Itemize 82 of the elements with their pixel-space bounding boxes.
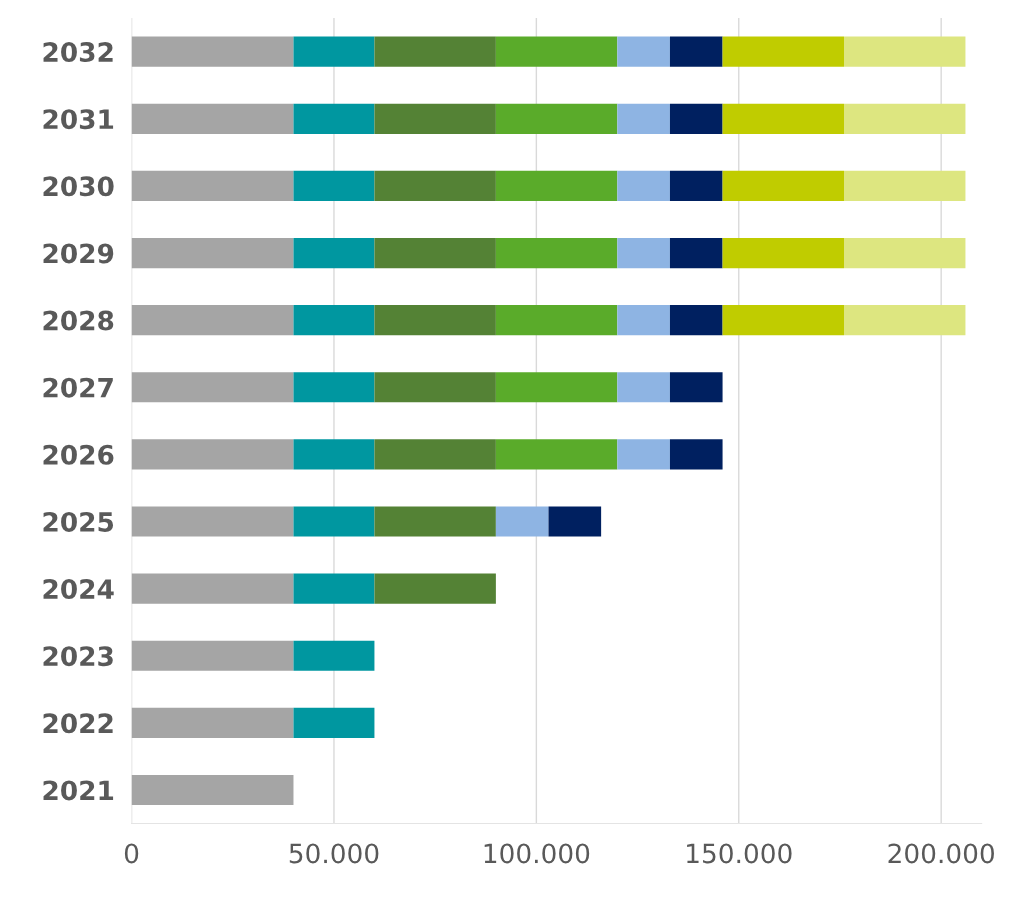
bar xyxy=(844,305,966,336)
y-tick-label: 2026 xyxy=(43,444,114,465)
y-tick-label: 2027 xyxy=(43,377,113,398)
bar xyxy=(374,36,496,67)
y-tick-label: 2028 xyxy=(43,310,114,331)
bar xyxy=(293,506,375,537)
bar xyxy=(844,103,966,134)
x-tick-label: 200.000 xyxy=(888,843,994,864)
bar xyxy=(131,774,294,806)
y-tick-label: 2022 xyxy=(43,713,113,734)
bar xyxy=(374,237,496,269)
y-tick-label: 2029 xyxy=(43,243,114,264)
bar xyxy=(495,170,618,201)
y-tick-label: 2023 xyxy=(43,646,113,667)
bar xyxy=(617,305,670,336)
bar xyxy=(131,170,294,201)
bar xyxy=(669,103,723,134)
x-tick-label: 100.000 xyxy=(484,843,590,864)
bar xyxy=(548,506,602,537)
bar xyxy=(293,372,375,403)
bar xyxy=(669,170,723,201)
bar xyxy=(293,573,375,604)
bar xyxy=(617,170,670,201)
bar xyxy=(131,640,294,671)
y-tick-label: 2025 xyxy=(43,511,114,532)
y-tick-label: 2021 xyxy=(43,780,114,801)
x-tick-label: 0 xyxy=(124,843,139,864)
bar xyxy=(374,372,496,403)
bar xyxy=(293,305,375,336)
bar xyxy=(131,103,294,134)
bar xyxy=(495,103,618,134)
y-tick-label: 2024 xyxy=(43,579,114,600)
y-tick-label: 2032 xyxy=(43,42,113,63)
bar xyxy=(374,506,496,537)
bar xyxy=(669,237,723,269)
bar xyxy=(293,170,375,201)
bar xyxy=(669,372,723,403)
bar xyxy=(293,237,375,269)
bar xyxy=(374,439,496,470)
bar xyxy=(617,36,670,67)
y-tick-label: 2031 xyxy=(43,109,114,130)
bar xyxy=(617,237,670,269)
bar xyxy=(131,36,294,67)
bar xyxy=(844,237,966,269)
bar xyxy=(495,305,618,336)
bar xyxy=(293,707,375,738)
bar xyxy=(617,372,670,403)
bar xyxy=(722,36,845,67)
bar xyxy=(722,305,845,336)
bar xyxy=(495,237,618,269)
bar xyxy=(722,237,845,269)
bar xyxy=(131,439,294,470)
bar xyxy=(722,170,845,201)
bar xyxy=(374,170,496,201)
bar xyxy=(131,506,294,537)
bar xyxy=(495,439,618,470)
bar xyxy=(669,305,723,336)
bar xyxy=(495,36,618,67)
bar xyxy=(495,372,618,403)
bar xyxy=(844,36,966,67)
bar xyxy=(669,36,723,67)
bar xyxy=(374,305,496,336)
bar xyxy=(293,36,375,67)
bar xyxy=(131,372,294,403)
y-tick-label: 2030 xyxy=(43,176,114,197)
x-tick-label: 50.000 xyxy=(289,843,379,864)
bar xyxy=(131,305,294,336)
bar xyxy=(374,573,496,604)
bar xyxy=(131,707,294,738)
x-tick-label: 150.000 xyxy=(687,843,792,864)
bar xyxy=(495,506,549,537)
bar xyxy=(617,439,670,470)
bar xyxy=(131,573,294,604)
bar xyxy=(722,103,845,134)
bar xyxy=(374,103,496,134)
bar xyxy=(293,640,375,671)
bar xyxy=(293,439,375,470)
bar xyxy=(131,237,294,269)
bar xyxy=(617,103,670,134)
bar xyxy=(293,103,375,134)
bar xyxy=(669,439,723,470)
bar xyxy=(844,170,966,201)
